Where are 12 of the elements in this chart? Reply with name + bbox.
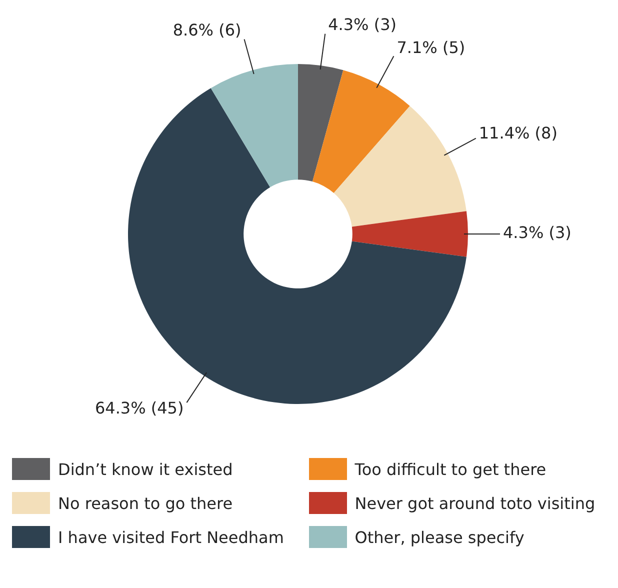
data-label: 7.1% (5) [396,38,466,58]
legend-label: No reason to go there [58,494,233,512]
legend-label: I have visited Fort Needham [58,528,284,546]
legend-label: Too difficult to get there [354,460,546,478]
legend-label: Other, please specify [354,528,524,546]
data-label: 4.3% (3) [328,15,397,34]
data-label: 11.4% (8) [478,124,558,143]
legend-label: Didn’t know it existed [58,460,233,478]
data-label: 4.3% (3) [503,223,572,242]
legend-label: Never got around toto visiting [354,494,596,512]
data-label: 64.3% (45) [94,398,184,418]
data-label: 8.6% (6) [172,20,242,40]
